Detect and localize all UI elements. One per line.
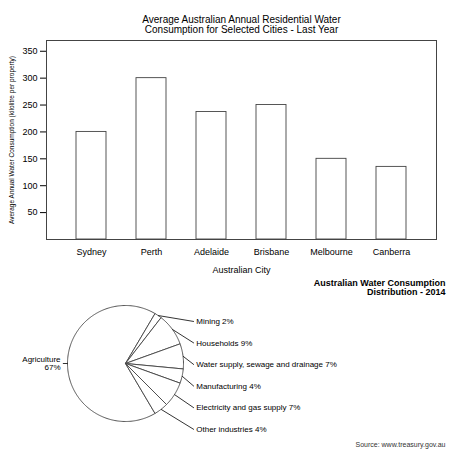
svg-text:Adelaide: Adelaide (194, 247, 229, 257)
svg-text:Other industries 4%: Other industries 4% (196, 425, 266, 434)
svg-text:350: 350 (22, 46, 37, 56)
svg-text:Households 9%: Households 9% (196, 339, 252, 348)
svg-text:Canberra: Canberra (373, 247, 411, 257)
svg-text:Water supply, sewage and drain: Water supply, sewage and drainage 7% (196, 360, 337, 369)
svg-text:Melbourne: Melbourne (310, 247, 353, 257)
svg-text:Electricity and gas supply 7%: Electricity and gas supply 7% (196, 403, 300, 412)
svg-text:250: 250 (22, 100, 37, 110)
svg-text:100: 100 (22, 181, 37, 191)
svg-text:Sydney: Sydney (76, 247, 107, 257)
svg-text:Perth: Perth (141, 247, 163, 257)
svg-text:Agriculture67%: Agriculture67% (22, 355, 61, 372)
svg-text:Australian City: Australian City (212, 265, 271, 275)
svg-text:Mining 2%: Mining 2% (196, 317, 233, 326)
svg-text:Average Australian Annual Resi: Average Australian Annual Residential Wa… (142, 14, 341, 35)
svg-text:200: 200 (22, 127, 37, 137)
svg-text:Brisbane: Brisbane (254, 247, 290, 257)
svg-text:300: 300 (22, 73, 37, 83)
svg-text:150: 150 (22, 154, 37, 164)
svg-text:Average Annual Water Consumpti: Average Annual Water Consumption (kiloli… (8, 56, 16, 224)
svg-text:Manufacturing 4%: Manufacturing 4% (196, 382, 260, 391)
svg-text:Australian Water ConsumptionDi: Australian Water ConsumptionDistribution… (314, 278, 446, 297)
svg-text:Source: www.treasury.gov.au: Source: www.treasury.gov.au (355, 441, 445, 449)
svg-text:50: 50 (27, 207, 37, 217)
